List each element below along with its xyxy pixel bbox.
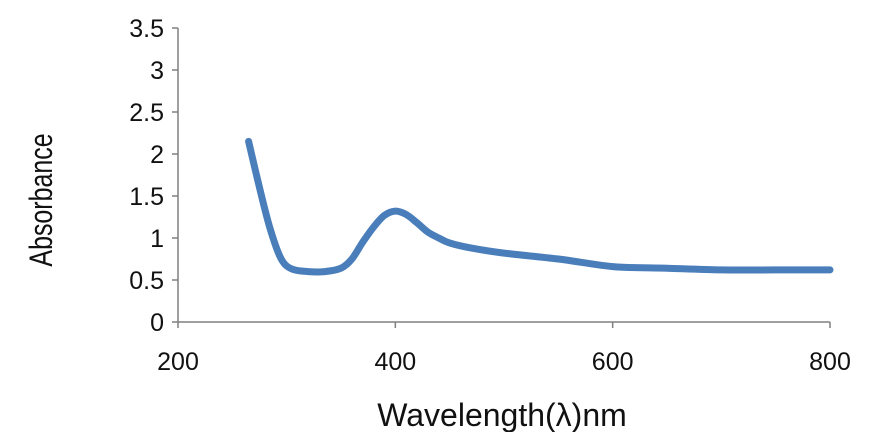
x-tick-label: 800 (809, 348, 851, 376)
axes (172, 27, 831, 328)
tick-labels: 0 0.5 1 1.5 2 2.5 3 3.5 200 400 600 800 (129, 15, 851, 376)
y-tick-label: 2.5 (129, 99, 164, 127)
y-tick-label: 3.5 (129, 15, 164, 43)
x-axis-title: Wavelength(λ)nm (377, 397, 627, 432)
x-tick-label: 600 (592, 348, 634, 376)
y-axis-title: Absorbance (24, 133, 60, 266)
y-tick-label: 1 (150, 225, 164, 253)
x-tick-label: 400 (374, 348, 416, 376)
y-tick-label: 0 (150, 309, 164, 337)
y-tick-label: 2 (150, 141, 164, 169)
y-tick-label: 0.5 (129, 267, 164, 295)
series (245, 137, 834, 276)
y-tick-label: 3 (150, 57, 164, 85)
y-tick-label: 1.5 (129, 183, 164, 211)
x-tick-label: 200 (157, 348, 199, 376)
absorbance-series-line (245, 137, 834, 276)
